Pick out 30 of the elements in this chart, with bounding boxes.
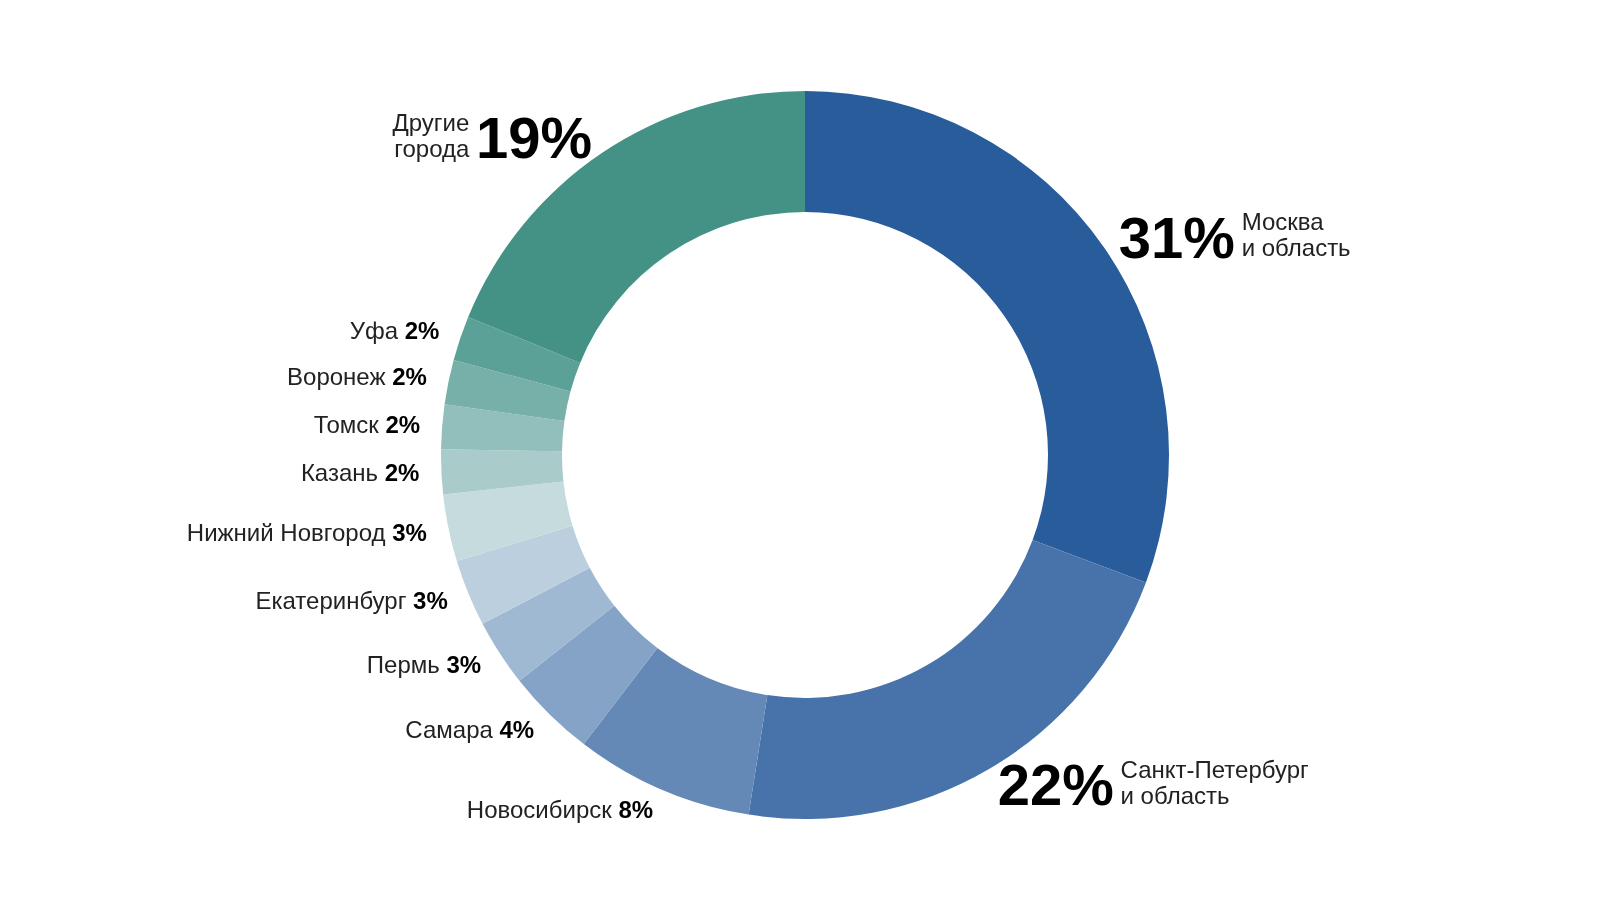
data-label: 2% bbox=[385, 411, 421, 439]
slice-label: Уфа bbox=[349, 317, 399, 345]
donut-slice bbox=[468, 91, 805, 363]
slice-label: Воронеж bbox=[287, 363, 386, 391]
data-label: 2% bbox=[392, 363, 427, 391]
data-label: 22% bbox=[997, 752, 1114, 818]
data-label: 19% bbox=[476, 105, 593, 171]
donut-slice bbox=[453, 317, 581, 392]
data-label: 2% bbox=[404, 317, 440, 345]
data-label: 31% bbox=[1118, 204, 1235, 270]
data-label: 2% bbox=[384, 459, 420, 486]
data-label: 3% bbox=[392, 518, 427, 546]
slice-label: Санкт-Петербург и область bbox=[1120, 755, 1310, 809]
data-label: 3% bbox=[413, 587, 448, 615]
donut-slice bbox=[441, 404, 565, 452]
slice-label: Новосибирск bbox=[466, 795, 612, 823]
slice-label: Томск bbox=[313, 411, 379, 439]
data-label: 4% bbox=[499, 716, 535, 744]
slice-label: Другие города bbox=[392, 108, 470, 162]
slice-label: Екатеринбург bbox=[255, 587, 407, 615]
data-label: 8% bbox=[618, 795, 654, 823]
slice-label: Москва и область bbox=[1241, 208, 1351, 262]
donut-slice bbox=[444, 359, 571, 422]
slice-label: Нижний Новгород bbox=[186, 518, 386, 546]
slice-label: Казань bbox=[300, 459, 379, 486]
donut-slice bbox=[441, 449, 564, 495]
data-label: 3% bbox=[446, 651, 482, 679]
donut-slice bbox=[482, 567, 615, 681]
slice-label: Пермь bbox=[366, 651, 440, 679]
slice-label: Самара bbox=[405, 716, 493, 744]
